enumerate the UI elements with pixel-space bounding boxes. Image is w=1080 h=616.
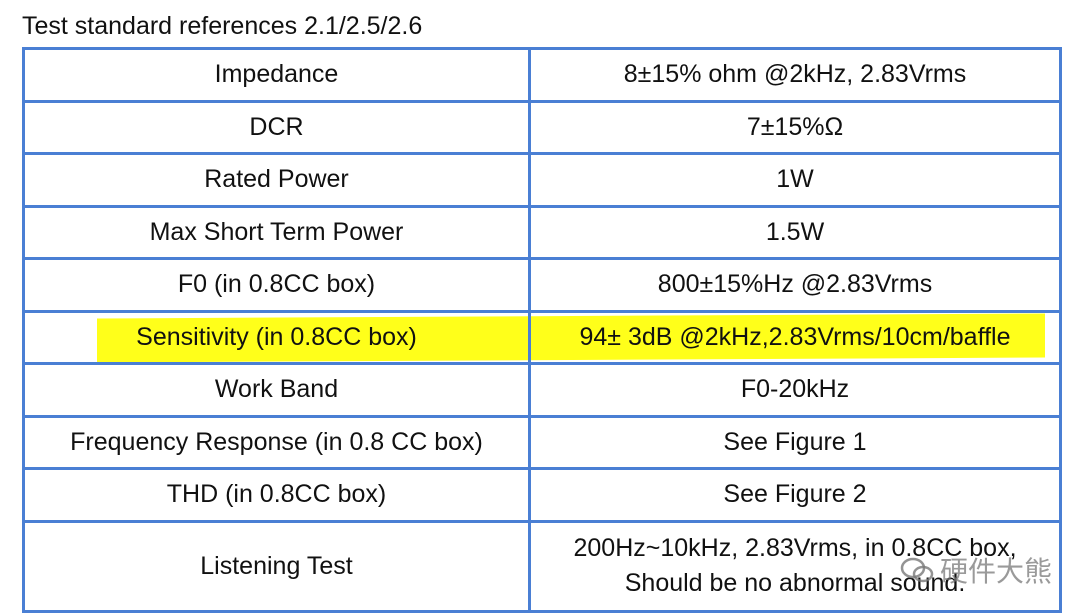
table-row: Max Short Term Power 1.5W (22, 204, 1062, 260)
table-cell: See Figure 1 (528, 414, 1062, 470)
table-cell: Rated Power (22, 152, 531, 208)
table-cell: 8±15% ohm @2kHz, 2.83Vrms (528, 47, 1062, 103)
table-row: Sensitivity (in 0.8CC box) 94± 3dB @2kHz,… (22, 309, 1062, 365)
table-cell: F0-20kHz (528, 362, 1062, 418)
table-row: DCR 7±15%Ω (22, 99, 1062, 155)
cell-line: Should be no abnormal sound. (624, 569, 966, 597)
table-row: Listening Test 200Hz~10kHz, 2.83Vrms, in … (22, 519, 1062, 613)
watermark: 硬件大熊 (900, 550, 1052, 590)
table-row: THD (in 0.8CC box) See Figure 2 (22, 467, 1062, 523)
table-cell: DCR (22, 99, 531, 155)
table-cell: Max Short Term Power (22, 204, 531, 260)
table-row: Frequency Response (in 0.8 CC box) See Fi… (22, 414, 1062, 470)
spec-table: Impedance 8±15% ohm @2kHz, 2.83Vrms DCR 7±1… (22, 47, 1062, 613)
table-cell: 1.5W (528, 204, 1062, 260)
watermark-text: 硬件大熊 (940, 556, 1053, 587)
table-cell: Work Band (22, 362, 531, 418)
table-cell: 94± 3dB @2kHz,2.83Vrms/10cm/baffle (528, 309, 1062, 365)
table-cell: Frequency Response (in 0.8 CC box) (22, 414, 531, 470)
table-cell: 7±15%Ω (528, 99, 1062, 155)
table-cell: Sensitivity (in 0.8CC box) (22, 309, 531, 365)
table-row: Work Band F0-20kHz (22, 362, 1062, 418)
table-cell: 200Hz~10kHz, 2.83Vrms, in 0.8CC box, Shou… (528, 519, 1062, 613)
table-row: F0 (in 0.8CC box) 800±15%Hz @2.83Vrms (22, 257, 1062, 313)
table-row: Impedance 8±15% ohm @2kHz, 2.83Vrms (22, 47, 1062, 103)
table-cell: THD (in 0.8CC box) (22, 467, 531, 523)
table-cell: F0 (in 0.8CC box) (22, 257, 531, 313)
watermark-icon (900, 557, 934, 583)
table-cell: Listening Test (22, 519, 531, 613)
title: Test standard references 2.1/2.5/2.6 (22, 12, 423, 40)
table-cell: 1W (528, 152, 1062, 208)
table-cell: 800±15%Hz @2.83Vrms (528, 257, 1062, 313)
cell-line: 200Hz~10kHz, 2.83Vrms, in 0.8CC box, (573, 534, 1017, 562)
table-cell: See Figure 2 (528, 467, 1062, 523)
table-row: Rated Power 1W (22, 152, 1062, 208)
table-cell: Impedance (22, 47, 531, 103)
